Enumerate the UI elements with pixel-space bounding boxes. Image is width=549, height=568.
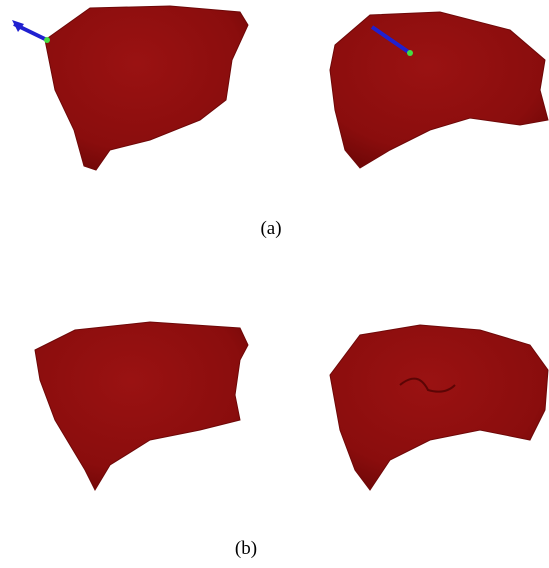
caption: (a) <box>260 218 281 239</box>
caption: (b) <box>235 538 257 559</box>
panel-b: (b) <box>35 322 548 559</box>
liver-render <box>330 325 548 490</box>
liver-render <box>330 12 548 168</box>
panel-a: (a) <box>12 6 548 239</box>
liver-render <box>45 6 248 170</box>
marker-point <box>44 37 50 43</box>
marker-point <box>407 50 413 56</box>
figure: (a) (b) <box>0 0 549 568</box>
page: (a) (b) (() => { const data = JSON.parse… <box>0 0 549 568</box>
liver-render <box>35 322 248 490</box>
